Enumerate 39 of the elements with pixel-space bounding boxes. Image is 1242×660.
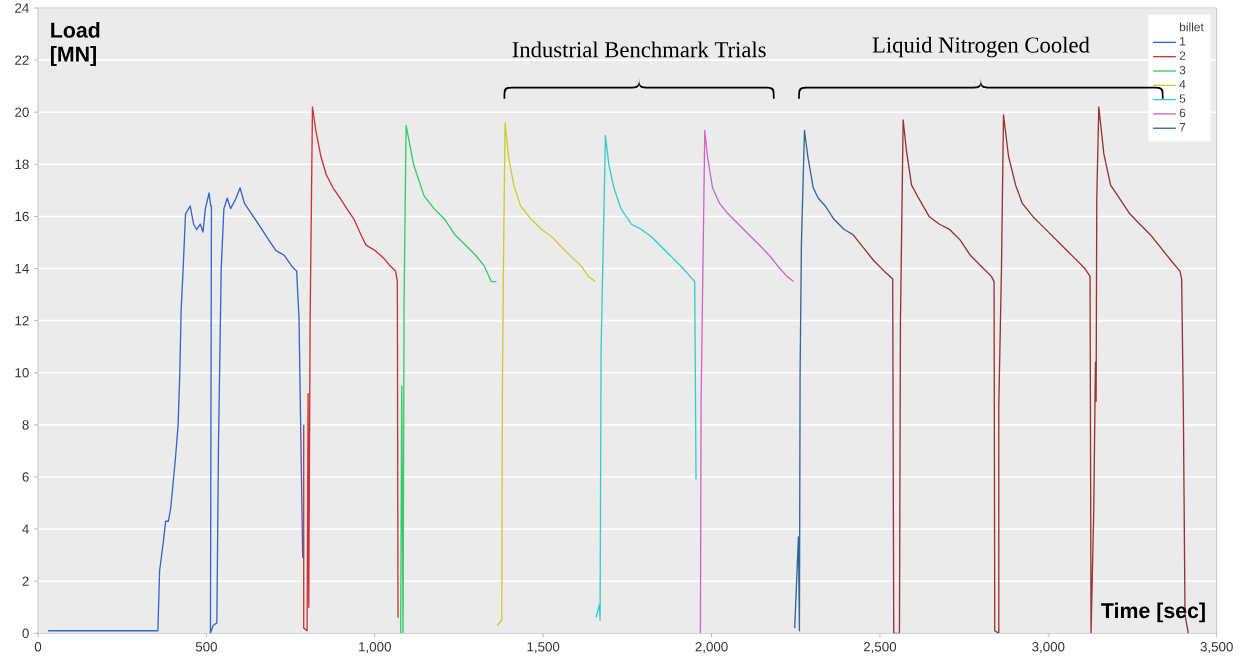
- y-tick-label: 2: [22, 576, 29, 586]
- legend-label: 3: [1179, 65, 1186, 75]
- legend-label: 6: [1179, 108, 1186, 118]
- y-tick-label: 8: [22, 420, 29, 430]
- legend-label: 2: [1179, 51, 1186, 60]
- y-tick-label: 24: [15, 3, 29, 13]
- line-series: [400, 124, 498, 634]
- y-tick-label: 16: [15, 211, 29, 222]
- y-tick-label: 4: [22, 524, 29, 534]
- legend-label: 4: [1179, 80, 1186, 89]
- x-tick-label: 1,500: [527, 642, 560, 654]
- x-tick-label: 3,000: [1032, 642, 1065, 654]
- x-axis-title: Time [sec]: [1101, 602, 1205, 623]
- annotation: Liquid Nitrogen Cooled: [872, 36, 1090, 58]
- y-tick-label: 22: [15, 55, 29, 65]
- x-tick-label: 2,000: [695, 642, 728, 654]
- line-series: [794, 129, 854, 632]
- line-series: [47, 187, 304, 634]
- x-tick-label: 1,000: [359, 642, 391, 654]
- y-axis-title: Load [MN]: [50, 22, 100, 66]
- x-tick-label: 500: [195, 642, 217, 652]
- y-tick-label: 6: [22, 472, 29, 482]
- legend-title: billet: [1179, 22, 1204, 32]
- line-series: [595, 134, 697, 621]
- annotation: Industrial Benchmark Trials: [512, 41, 766, 58]
- y-tick-label: 20: [15, 107, 29, 117]
- y-tick-label: 18: [15, 159, 29, 170]
- legend-label: 5: [1179, 94, 1186, 103]
- x-tick-label: 0: [34, 642, 42, 652]
- y-tick-label: 0: [22, 628, 29, 639]
- y-tick-label: 10: [15, 368, 29, 378]
- legend-label: 1: [1180, 37, 1186, 46]
- line-series: [496, 121, 597, 627]
- y-tick-label: 12: [15, 316, 29, 326]
- legend-label: 7: [1179, 123, 1186, 132]
- x-tick-label: 2,500: [863, 642, 897, 654]
- line-series: [303, 106, 399, 632]
- y-tick-label: 14: [15, 263, 29, 274]
- x-tick-label: 3,500: [1200, 642, 1233, 654]
